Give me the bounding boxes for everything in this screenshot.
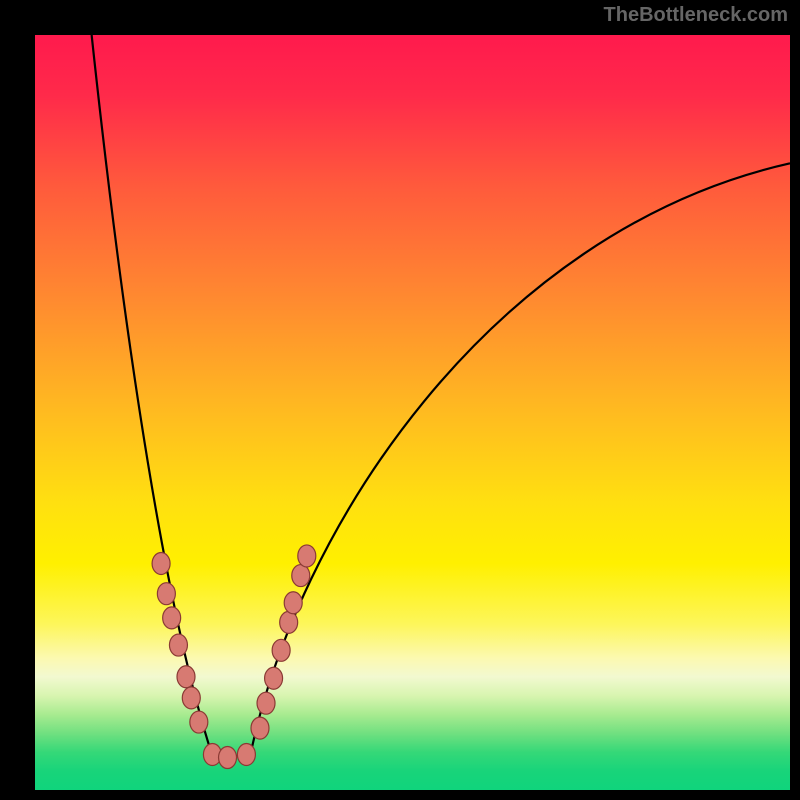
data-point: [152, 553, 170, 575]
data-point: [157, 583, 175, 605]
data-point: [169, 634, 187, 656]
data-point: [251, 717, 269, 739]
data-point: [257, 692, 275, 714]
data-point: [265, 667, 283, 689]
bottleneck-chart: [0, 0, 800, 800]
data-point: [237, 744, 255, 766]
data-point: [182, 687, 200, 709]
data-point: [163, 607, 181, 629]
data-point: [284, 592, 302, 614]
data-point: [292, 565, 310, 587]
data-point: [219, 747, 237, 769]
data-point: [177, 666, 195, 688]
watermark-text: TheBottleneck.com: [604, 4, 788, 27]
data-point: [280, 611, 298, 633]
data-point: [272, 639, 290, 661]
data-point: [190, 711, 208, 733]
data-point: [298, 545, 316, 567]
plot-area: [35, 35, 790, 790]
